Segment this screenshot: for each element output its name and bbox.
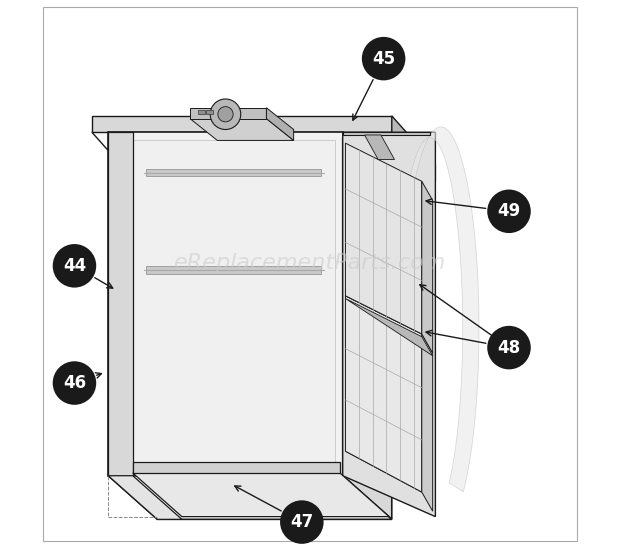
Text: 45: 45 — [372, 50, 395, 67]
Polygon shape — [345, 296, 422, 334]
Polygon shape — [108, 132, 343, 476]
Polygon shape — [392, 116, 435, 181]
Circle shape — [210, 99, 241, 129]
Polygon shape — [133, 473, 389, 517]
Text: 46: 46 — [63, 374, 86, 392]
Polygon shape — [133, 140, 335, 462]
Polygon shape — [267, 108, 294, 140]
Polygon shape — [92, 132, 435, 181]
Text: 44: 44 — [63, 257, 86, 275]
Polygon shape — [345, 451, 422, 492]
Circle shape — [489, 327, 529, 368]
Polygon shape — [345, 299, 433, 356]
Polygon shape — [190, 108, 267, 118]
Polygon shape — [343, 138, 392, 520]
Polygon shape — [343, 132, 430, 135]
Polygon shape — [92, 116, 392, 132]
Polygon shape — [157, 138, 376, 176]
Polygon shape — [343, 132, 435, 517]
Polygon shape — [108, 132, 133, 476]
Text: 47: 47 — [290, 513, 314, 531]
Polygon shape — [365, 135, 394, 159]
Circle shape — [281, 501, 322, 543]
Polygon shape — [190, 118, 294, 140]
Polygon shape — [345, 143, 422, 334]
Circle shape — [489, 191, 529, 232]
Polygon shape — [108, 476, 392, 520]
Circle shape — [363, 38, 404, 79]
Polygon shape — [422, 334, 433, 511]
Circle shape — [54, 362, 95, 404]
Polygon shape — [206, 111, 213, 114]
Polygon shape — [133, 462, 340, 473]
Text: eReplacementParts.com: eReplacementParts.com — [174, 253, 446, 273]
Polygon shape — [345, 296, 422, 492]
Polygon shape — [108, 476, 182, 520]
Text: 49: 49 — [497, 202, 521, 220]
Polygon shape — [422, 181, 433, 353]
Circle shape — [54, 245, 95, 287]
Text: 48: 48 — [497, 339, 521, 357]
Circle shape — [218, 107, 233, 122]
Polygon shape — [146, 266, 321, 274]
Polygon shape — [146, 169, 321, 176]
Polygon shape — [397, 127, 479, 492]
Polygon shape — [198, 111, 205, 114]
